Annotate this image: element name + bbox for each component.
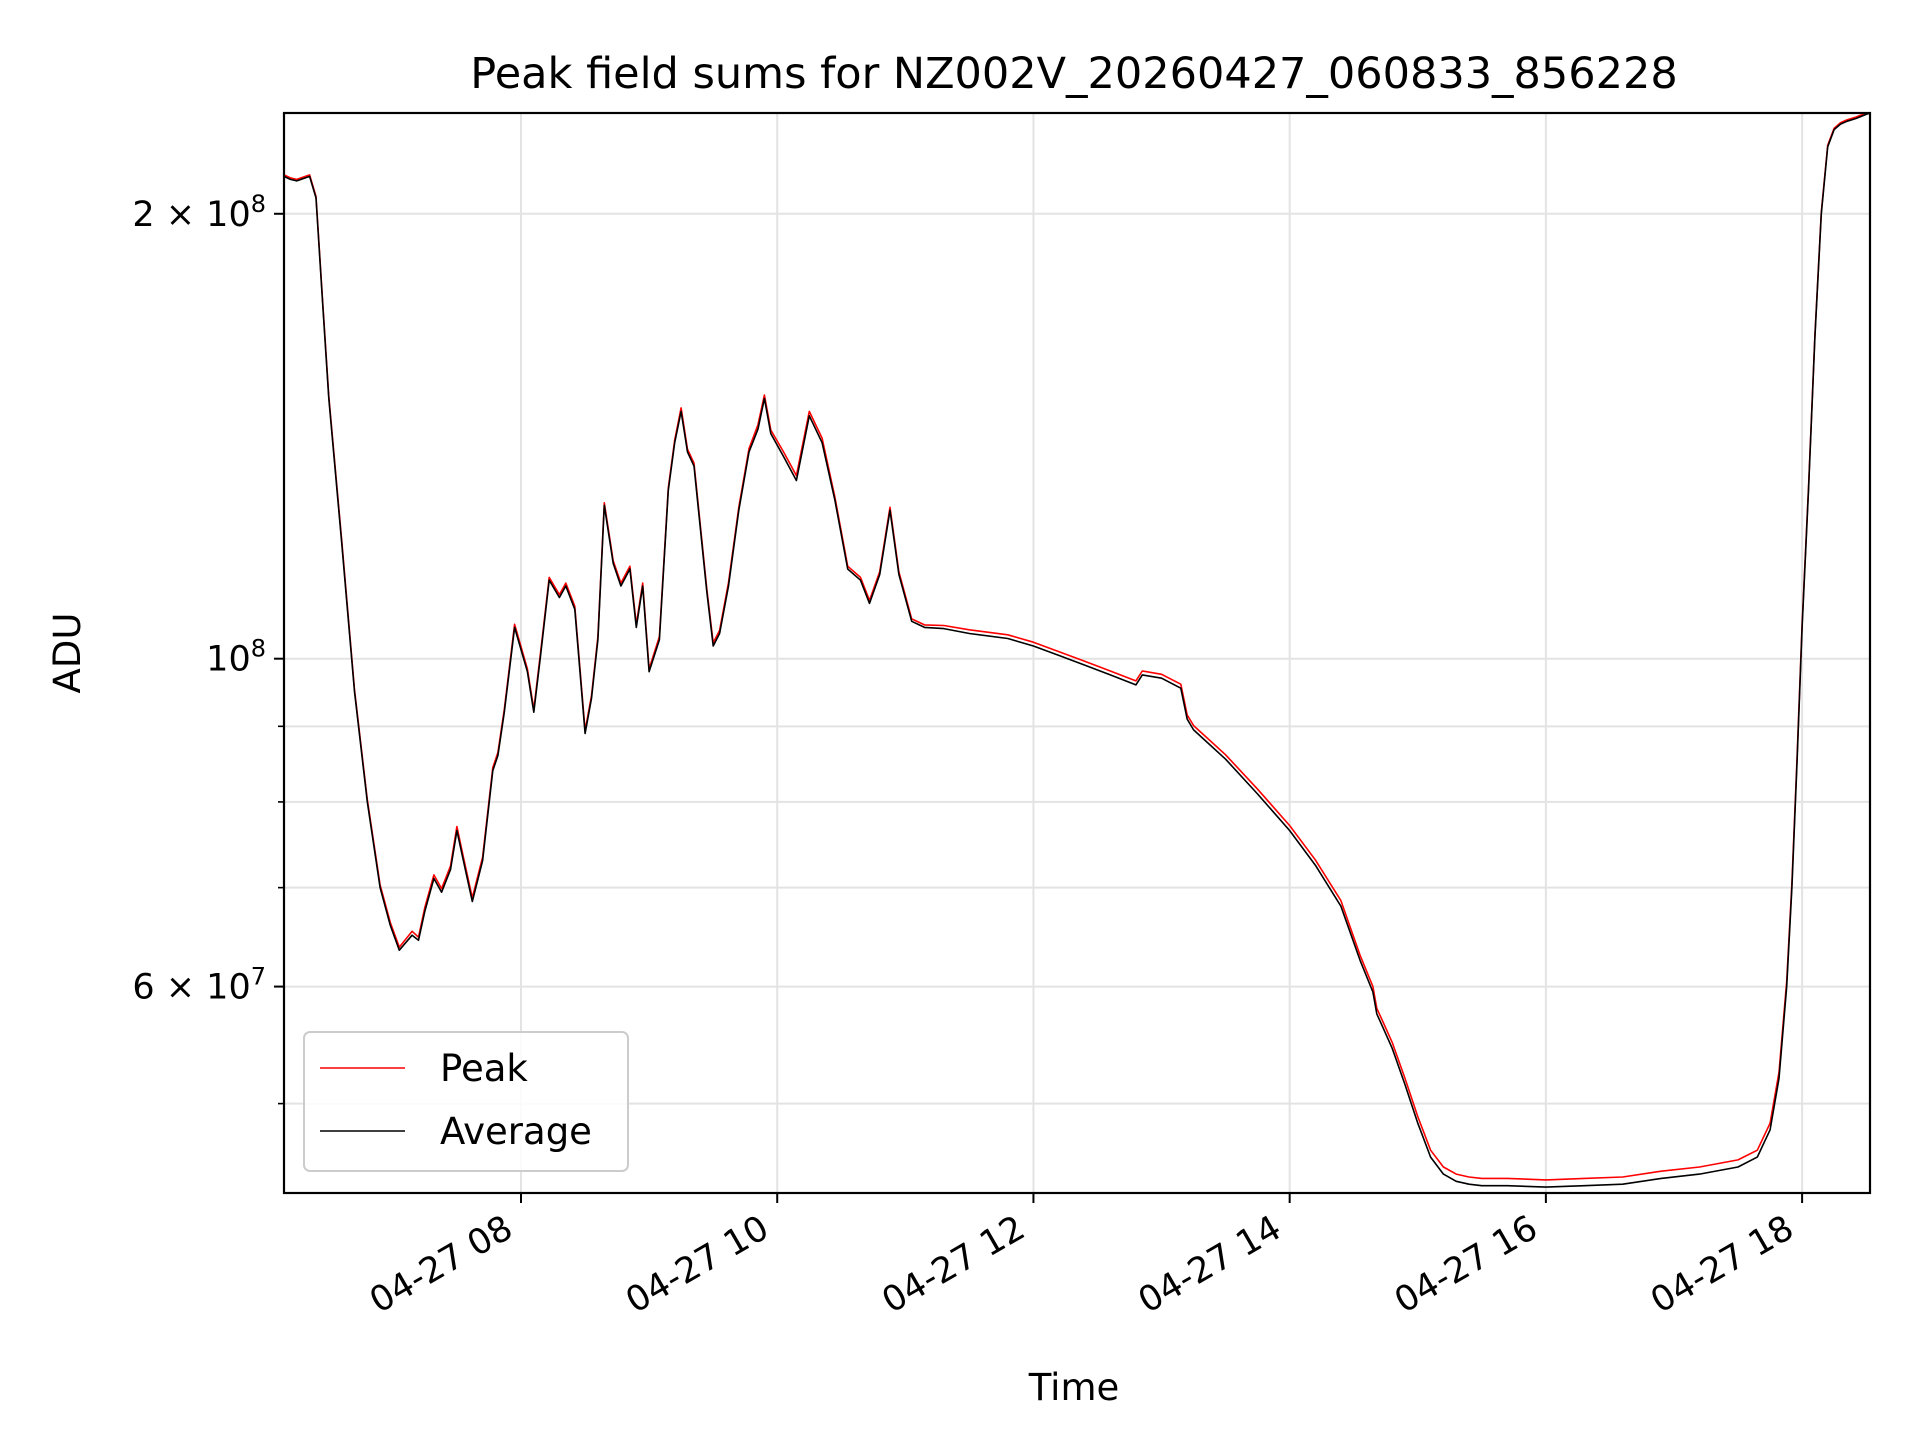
legend-box [303, 1031, 629, 1172]
legend: Peak Average [303, 1031, 629, 1172]
series-line-average [283, 112, 1871, 1188]
plot-area [283, 112, 1871, 1188]
legend-label-peak: Peak [440, 1047, 528, 1090]
grid-lines [284, 113, 1870, 1193]
x-axis-label: Time [1028, 1366, 1120, 1409]
axes-frame [282, 111, 1872, 1195]
chart-title: Peak field sums for NZ002V_20260427_0608… [470, 49, 1677, 99]
legend-label-average: Average [440, 1110, 592, 1153]
y-tick-label: 2 × 108 [132, 190, 266, 235]
y-axis-label: ADU [46, 613, 89, 694]
y-tick-label: 6 × 107 [132, 963, 266, 1008]
